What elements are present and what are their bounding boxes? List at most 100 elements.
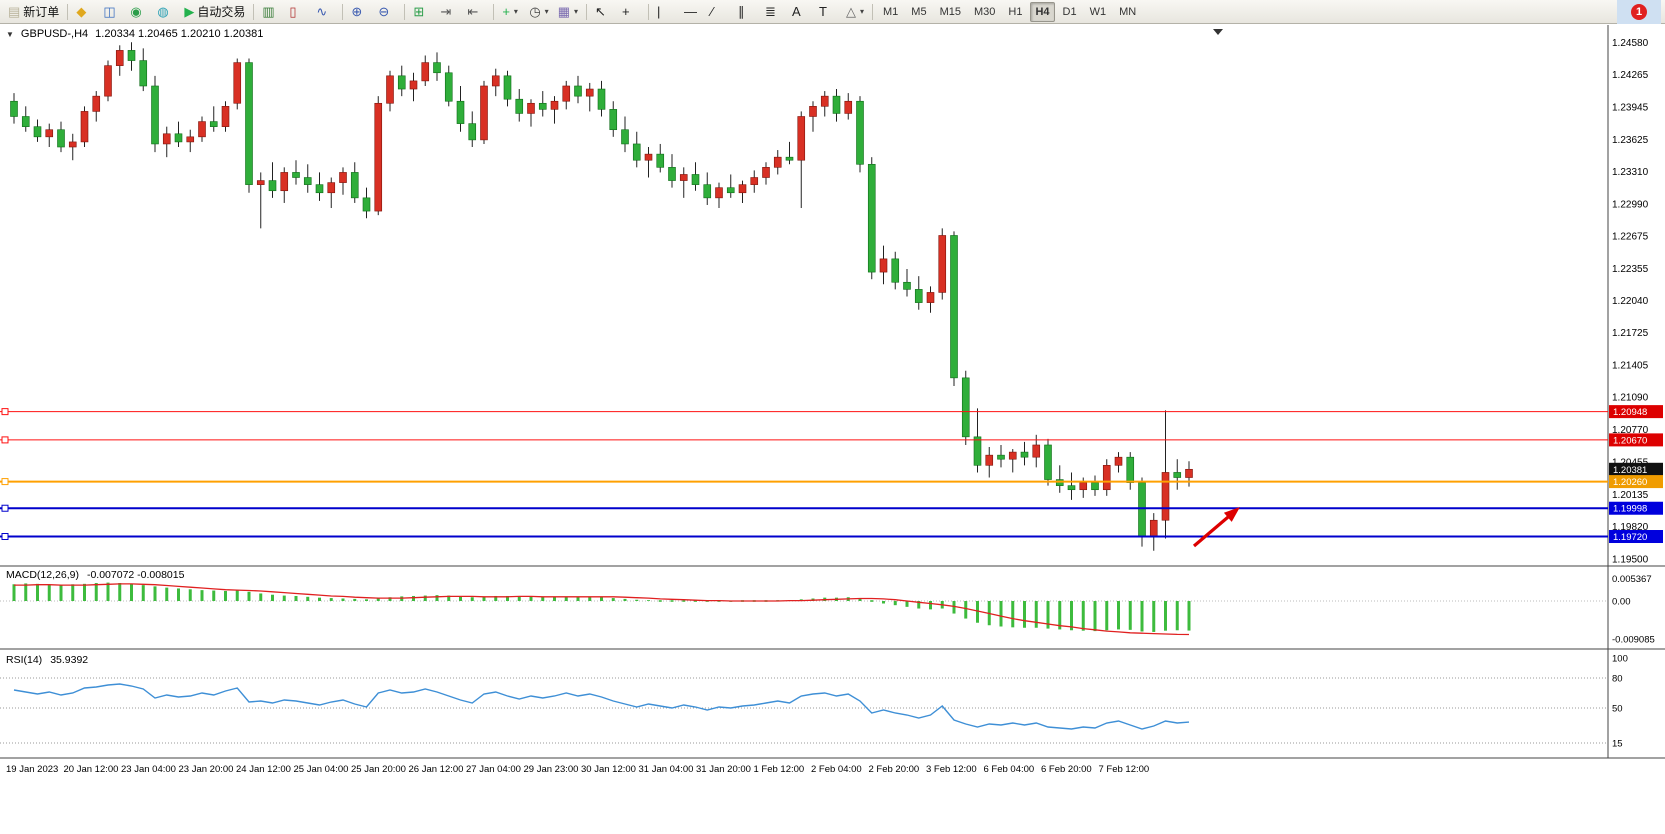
zoom-out-button[interactable]: ⊖: [374, 1, 400, 23]
candle-body: [691, 174, 700, 185]
bar-chart-mode-button[interactable]: ▥: [258, 1, 284, 23]
trendline-tool-button[interactable]: ∕: [707, 1, 733, 23]
market-watch-button[interactable]: ◆: [72, 1, 98, 23]
candle-body: [433, 62, 441, 74]
price-axis-label: 1.20135: [1612, 490, 1649, 501]
current-price-tag-price-tag-label: 1.20381: [1613, 465, 1647, 476]
periods-button[interactable]: ◷ ▾: [525, 1, 552, 23]
time-axis-label: 30 Jan 12:00: [581, 764, 636, 775]
tile-windows-button[interactable]: ⊞: [409, 1, 435, 23]
trend-arrow-head: [1223, 507, 1240, 522]
trendline-tool-button-icon: ∕: [711, 4, 714, 19]
vertical-line-tool-button[interactable]: |: [653, 1, 679, 23]
line-chart-mode-button[interactable]: ∿: [312, 1, 338, 23]
cursor-tool-button[interactable]: ↖: [591, 1, 617, 23]
candle-body: [679, 174, 688, 181]
channel-tool-button[interactable]: ∥: [734, 1, 760, 23]
time-axis-label: 31 Jan 20:00: [696, 764, 751, 775]
chart-shift-marker[interactable]: [1213, 29, 1223, 35]
price-axis-label: 1.20455: [1612, 457, 1649, 468]
candlestick-mode-button[interactable]: ▯: [285, 1, 311, 23]
crosshair-tool-button[interactable]: +: [618, 1, 644, 23]
terminal-button[interactable]: ◍: [153, 1, 179, 23]
pivot-line-anchor[interactable]: [1, 478, 9, 486]
macd-panel-label: MACD(12,26,9) -0.007072 -0.008015: [6, 569, 184, 581]
candle-body: [374, 102, 383, 212]
candle-body: [339, 172, 347, 183]
zoom-in-button[interactable]: ⊕: [347, 1, 373, 23]
chart-window[interactable]: 1.24580 1.24265 1.23945 1.23625 1.23310 1.229…: [0, 25, 1665, 834]
data-window-button[interactable]: ◫: [99, 1, 125, 23]
macd-axis-label: -0.009085: [1612, 634, 1655, 645]
candle-body: [891, 258, 900, 283]
candle-body: [397, 75, 406, 90]
rsi-line: [13, 683, 1190, 730]
resistance-line-2-anchor[interactable]: [1, 436, 9, 444]
chart-ohlc-values: 1.20334 1.20465 1.20210 1.20381: [95, 28, 264, 40]
timeframe-button-d1[interactable]: D1: [1062, 5, 1077, 18]
timeframe-button-h4[interactable]: H4: [1030, 1, 1055, 22]
timeframe-button-h1[interactable]: H1: [1008, 5, 1023, 18]
candle-body: [1032, 444, 1041, 458]
timeframe-button-m30[interactable]: M30: [973, 5, 996, 18]
candle-body: [856, 100, 864, 165]
price-axis-label: 1.19820: [1612, 522, 1649, 533]
candle-body: [809, 106, 817, 117]
cursor-tool-button-icon: ↖: [595, 4, 606, 19]
candle-body: [45, 129, 54, 138]
auto-trading-button[interactable]: ▶ 自动交易: [180, 1, 249, 23]
candle-body: [879, 258, 888, 273]
macd-indicator-name: MACD(12,26,9): [6, 569, 79, 581]
price-axis-label: 1.21405: [1612, 361, 1649, 372]
chart-dropdown-icon[interactable]: ▼: [6, 29, 14, 39]
candle-body: [33, 126, 42, 138]
resistance-line-2-price-tag: [1609, 433, 1663, 447]
support-line-1-anchor[interactable]: [1, 504, 9, 512]
notifications-indicator[interactable]: 1: [1617, 0, 1661, 24]
auto-scroll-button[interactable]: ⇥: [436, 1, 462, 23]
price-chart-canvas[interactable]: 1.24580 1.24265 1.23945 1.23625 1.23310 1.229…: [0, 25, 1665, 834]
new-order-button[interactable]: ▤ 新订单: [4, 1, 63, 23]
trend-arrow-annotation[interactable]: [1192, 510, 1236, 548]
candle-body: [303, 177, 312, 185]
candle-body: [386, 75, 394, 104]
candle-body: [997, 454, 1005, 460]
terminal-button-icon: ◍: [157, 4, 169, 19]
timeframe-button-m15[interactable]: M15: [939, 5, 961, 18]
vertical-line-tool-button-icon: |: [657, 4, 661, 19]
text-label-tool-button[interactable]: T: [815, 1, 841, 23]
chart-shift-button[interactable]: ⇤: [463, 1, 489, 23]
navigator-button[interactable]: ◉: [126, 1, 152, 23]
timeframe-button-w1[interactable]: W1: [1089, 5, 1107, 18]
candle-body: [773, 156, 782, 168]
candle-body: [468, 123, 477, 141]
auto-trading-button-label: 自动交易: [197, 5, 246, 19]
timeframe-button-m1[interactable]: M1: [883, 5, 899, 18]
price-axis-label: 1.21725: [1612, 328, 1649, 339]
candle-body: [527, 102, 535, 114]
fibonacci-tool-button[interactable]: ≣: [761, 1, 787, 23]
rsi-axis-label: 50: [1612, 704, 1623, 715]
support-line-2-anchor[interactable]: [1, 533, 9, 541]
pivot-line-price-tag-label: 1.20260: [1613, 477, 1647, 488]
timeframe-button-mn[interactable]: MN: [1119, 5, 1137, 18]
text-tool-button[interactable]: A: [788, 1, 814, 23]
time-axis-label: 25 Jan 20:00: [351, 764, 406, 775]
candle-body: [597, 88, 606, 110]
candle-body: [268, 180, 277, 192]
time-axis-label: 7 Feb 12:00: [1099, 764, 1150, 775]
indicators-button[interactable]: + ▾: [498, 1, 524, 23]
shapes-tool-button[interactable]: △ ▾: [842, 1, 868, 23]
timeframe-button-m5[interactable]: M5: [911, 5, 927, 18]
toolbar-separator: [493, 3, 495, 20]
candle-body: [1114, 456, 1123, 466]
time-axis-label: 6 Feb 04:00: [984, 764, 1035, 775]
resistance-line-1-anchor[interactable]: [1, 408, 9, 416]
templates-button[interactable]: ▦ ▾: [554, 1, 582, 23]
horizontal-line-tool-button[interactable]: —: [680, 1, 706, 23]
candle-body: [926, 292, 935, 303]
macd-indicator-values: -0.007072 -0.008015: [86, 569, 185, 581]
time-axis-label: 23 Jan 04:00: [121, 764, 176, 775]
candle-body: [973, 436, 982, 466]
candle-body: [21, 116, 30, 127]
